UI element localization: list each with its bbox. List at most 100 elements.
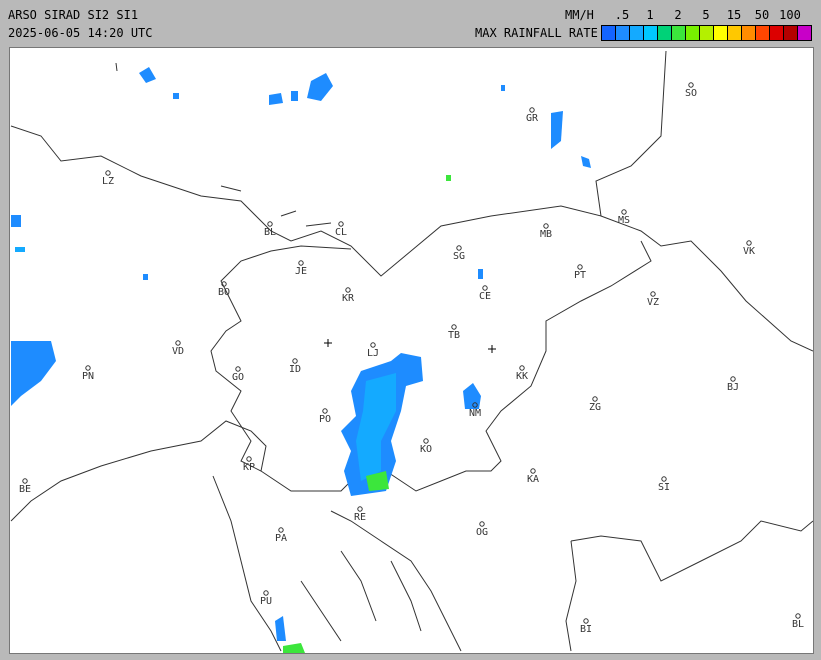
coastline <box>212 475 282 652</box>
rain-echo <box>307 73 333 101</box>
station-marker <box>175 340 181 346</box>
station-marker <box>221 281 227 287</box>
station-label: VD <box>172 346 184 357</box>
color-swatch <box>700 26 714 40</box>
color-swatch <box>756 26 770 40</box>
station-label: ID <box>289 364 301 375</box>
station-label: PA <box>275 533 287 544</box>
color-swatch <box>672 26 686 40</box>
radar-sites <box>324 339 496 353</box>
station-marker <box>345 287 351 293</box>
border-line <box>10 50 667 277</box>
legend-label: MAX RAINFALL RATE <box>475 26 598 40</box>
unit-label: MM/H <box>565 8 594 22</box>
timestamp: 2025-06-05 14:20 UTC <box>8 26 153 40</box>
station-marker <box>795 613 801 619</box>
station-label: LZ <box>102 176 114 187</box>
station-label: MS <box>618 215 630 226</box>
station-label: LJ <box>367 348 379 359</box>
station-marker <box>730 376 736 382</box>
station-marker <box>688 82 694 88</box>
station-label: JE <box>295 266 307 277</box>
map-canvas: SO GR LZ BL CL MB MS SG VK JE PT BO KR CE VZ TB LJ VD PN GO… <box>10 50 814 653</box>
station-label: VK <box>743 246 755 257</box>
station-label: KR <box>342 293 355 304</box>
station-label: SI <box>658 482 670 493</box>
station-marker <box>577 264 583 270</box>
color-swatch <box>616 26 630 40</box>
rain-echoes <box>11 67 591 653</box>
rain-echo <box>478 269 483 279</box>
rain-echo <box>283 643 305 653</box>
border-line <box>600 215 814 352</box>
legend-tick: 100 <box>779 8 801 22</box>
legend-tick: 1 <box>646 8 654 22</box>
station-label: KP <box>243 462 255 473</box>
rain-echo <box>269 93 283 105</box>
station-label: RE <box>354 512 366 523</box>
product-title: ARSO SIRAD SI2 SI1 <box>8 8 139 22</box>
station-label: BL <box>792 619 804 630</box>
rain-echo <box>143 274 148 280</box>
station-label: KK <box>516 371 528 382</box>
radar-site-marker <box>324 339 332 347</box>
color-swatch <box>630 26 644 40</box>
station-marker <box>246 456 252 462</box>
radar-site-marker <box>488 345 496 353</box>
station-label: BJ <box>727 382 739 393</box>
station-label: GO <box>232 372 244 383</box>
border-line <box>565 540 577 652</box>
coastline <box>330 510 462 652</box>
station-label: BO <box>218 287 230 298</box>
coastline <box>300 550 422 642</box>
rain-echo <box>291 91 298 101</box>
borders-and-coastlines <box>10 50 814 652</box>
station-marker <box>263 590 269 596</box>
rain-echo <box>15 247 25 252</box>
station-marker <box>267 221 273 227</box>
station-marker <box>519 365 525 371</box>
station-label: KA <box>527 474 539 485</box>
radar-map[interactable]: SO GR LZ BL CL MB MS SG VK JE PT BO KR CE VZ TB LJ VD PN GO… <box>9 47 814 654</box>
station-marker <box>338 221 344 227</box>
color-swatch <box>602 26 616 40</box>
station-label: SO <box>685 88 697 99</box>
rain-echo <box>501 85 505 91</box>
rain-echo <box>11 341 56 406</box>
station-label: PU <box>260 596 272 607</box>
color-swatch <box>714 26 728 40</box>
legend-tick: .5 <box>614 8 630 22</box>
station-label: TB <box>448 330 460 341</box>
station-label: CE <box>479 291 491 302</box>
station-marker <box>529 107 535 113</box>
station-label: PO <box>319 414 331 425</box>
station-marker <box>423 438 429 444</box>
color-swatch <box>742 26 756 40</box>
station-marker <box>530 468 536 474</box>
station-label: VZ <box>647 297 659 308</box>
station-label: BE <box>19 484 31 495</box>
station-label: SG <box>453 251 465 262</box>
station-marker <box>105 170 111 176</box>
rain-echo <box>446 175 451 181</box>
station-marker <box>298 260 304 266</box>
color-swatch <box>770 26 784 40</box>
station-marker <box>543 223 549 229</box>
station-marker <box>482 285 488 291</box>
station-marker <box>322 408 328 414</box>
river-line <box>115 62 332 227</box>
color-swatch <box>784 26 798 40</box>
station-label: OG <box>476 527 488 538</box>
station-marker <box>451 324 457 330</box>
station-marker <box>472 402 478 408</box>
rain-echo <box>551 111 563 149</box>
rain-echo <box>356 373 396 481</box>
station-label: ZG <box>589 402 601 413</box>
color-scale-bar <box>601 25 812 41</box>
rain-echo <box>275 616 286 641</box>
legend-tick: 50 <box>754 8 770 22</box>
station-marker <box>650 291 656 297</box>
station-label: PT <box>574 270 586 281</box>
rain-echo <box>463 383 481 409</box>
station-marker <box>479 521 485 527</box>
